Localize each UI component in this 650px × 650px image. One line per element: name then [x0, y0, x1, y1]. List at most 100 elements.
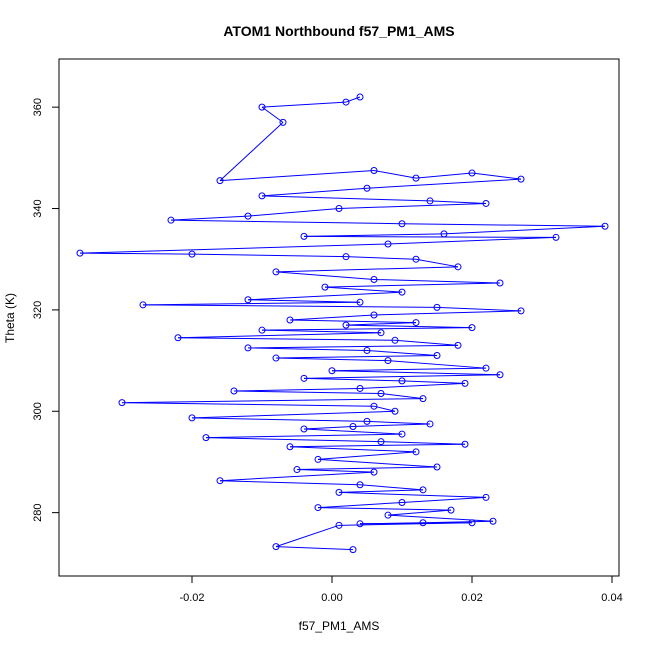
data-point	[461, 379, 469, 387]
data-point	[412, 255, 420, 263]
series-segment	[289, 443, 466, 448]
data-point	[370, 468, 378, 476]
data-point	[335, 521, 343, 529]
data-point	[391, 336, 399, 344]
data-point	[363, 184, 371, 192]
data-point	[398, 288, 406, 296]
data-point	[426, 420, 434, 428]
data-point	[468, 519, 476, 527]
series-segment	[359, 382, 466, 389]
series-segment	[275, 355, 438, 359]
series-segment	[338, 522, 473, 526]
x-tick-label: -0.02	[179, 592, 204, 604]
series-segment	[324, 282, 501, 288]
data-point	[293, 466, 301, 474]
data-point	[244, 296, 252, 304]
series-segment	[275, 546, 354, 551]
data-point	[377, 390, 385, 398]
data-point	[440, 230, 448, 238]
series-segment	[177, 332, 382, 339]
data-point	[419, 486, 427, 494]
data-point	[342, 98, 350, 106]
data-point	[356, 298, 364, 306]
data-point	[230, 387, 238, 395]
data-point	[314, 455, 322, 463]
y-axis-label: Theta (K)	[3, 293, 17, 343]
data-point	[258, 192, 266, 200]
data-point	[244, 344, 252, 352]
data-point	[188, 250, 196, 258]
series-segment	[373, 310, 522, 316]
data-point	[202, 434, 210, 442]
data-point	[496, 279, 504, 287]
data-point	[216, 177, 224, 185]
series-segment	[387, 360, 487, 369]
data-point	[398, 430, 406, 438]
series-segment	[352, 423, 431, 427]
series-segment	[142, 301, 361, 306]
data-point	[482, 199, 490, 207]
data-point	[412, 174, 420, 182]
series-segment	[345, 324, 473, 329]
series-segment	[373, 278, 501, 284]
x-axis: -0.02 0.00 0.02 0.04	[179, 575, 623, 604]
data-point	[433, 303, 441, 311]
data-point	[258, 326, 266, 334]
series-segment	[338, 491, 487, 498]
data-point	[391, 407, 399, 415]
series-segment	[345, 256, 417, 260]
series-segment	[303, 235, 557, 238]
data-point	[139, 301, 147, 309]
series-segment	[219, 121, 284, 182]
series-segment	[415, 258, 459, 268]
data-point	[349, 422, 357, 430]
series-segment	[366, 349, 438, 357]
series-segment	[275, 266, 459, 273]
series-segment	[247, 344, 459, 349]
series-segment	[261, 187, 368, 197]
data-point	[342, 321, 350, 329]
series-segment	[79, 252, 193, 255]
series-segment	[303, 233, 445, 237]
series-segment	[261, 329, 382, 334]
series-segment	[436, 306, 522, 312]
series-segment	[191, 410, 396, 419]
data-point	[398, 220, 406, 228]
data-point	[118, 399, 126, 407]
data-point	[258, 103, 266, 111]
series-segment	[219, 480, 361, 486]
series-segment	[121, 402, 375, 407]
series-segment	[331, 367, 487, 372]
data-point	[356, 520, 364, 528]
data-point	[335, 488, 343, 496]
x-tick-label: 0.02	[461, 592, 482, 604]
data-point	[300, 374, 308, 382]
data-point	[517, 307, 525, 315]
data-point	[342, 253, 350, 261]
x-axis-label: f57_PM1_AMS	[299, 619, 380, 633]
data-point	[300, 425, 308, 433]
data-point	[377, 329, 385, 337]
data-point	[76, 249, 84, 257]
series-segment	[401, 496, 487, 504]
series-segment	[247, 208, 340, 217]
data-point	[328, 367, 336, 375]
data-point	[363, 417, 371, 425]
series-segment	[429, 200, 487, 204]
series-segment	[205, 437, 382, 443]
data-point	[272, 268, 280, 276]
data-point	[482, 493, 490, 501]
data-point	[314, 504, 322, 512]
series-segment	[261, 327, 473, 331]
series-segment	[247, 291, 403, 301]
series-segment	[261, 106, 284, 123]
data-point	[321, 283, 329, 291]
data-point	[244, 212, 252, 220]
data-point	[370, 311, 378, 319]
series-segment	[219, 471, 375, 482]
series-segment	[415, 172, 473, 179]
series-segment	[261, 101, 347, 108]
series-segment	[338, 489, 424, 493]
series-segment	[380, 441, 466, 445]
series-segment	[275, 524, 340, 548]
